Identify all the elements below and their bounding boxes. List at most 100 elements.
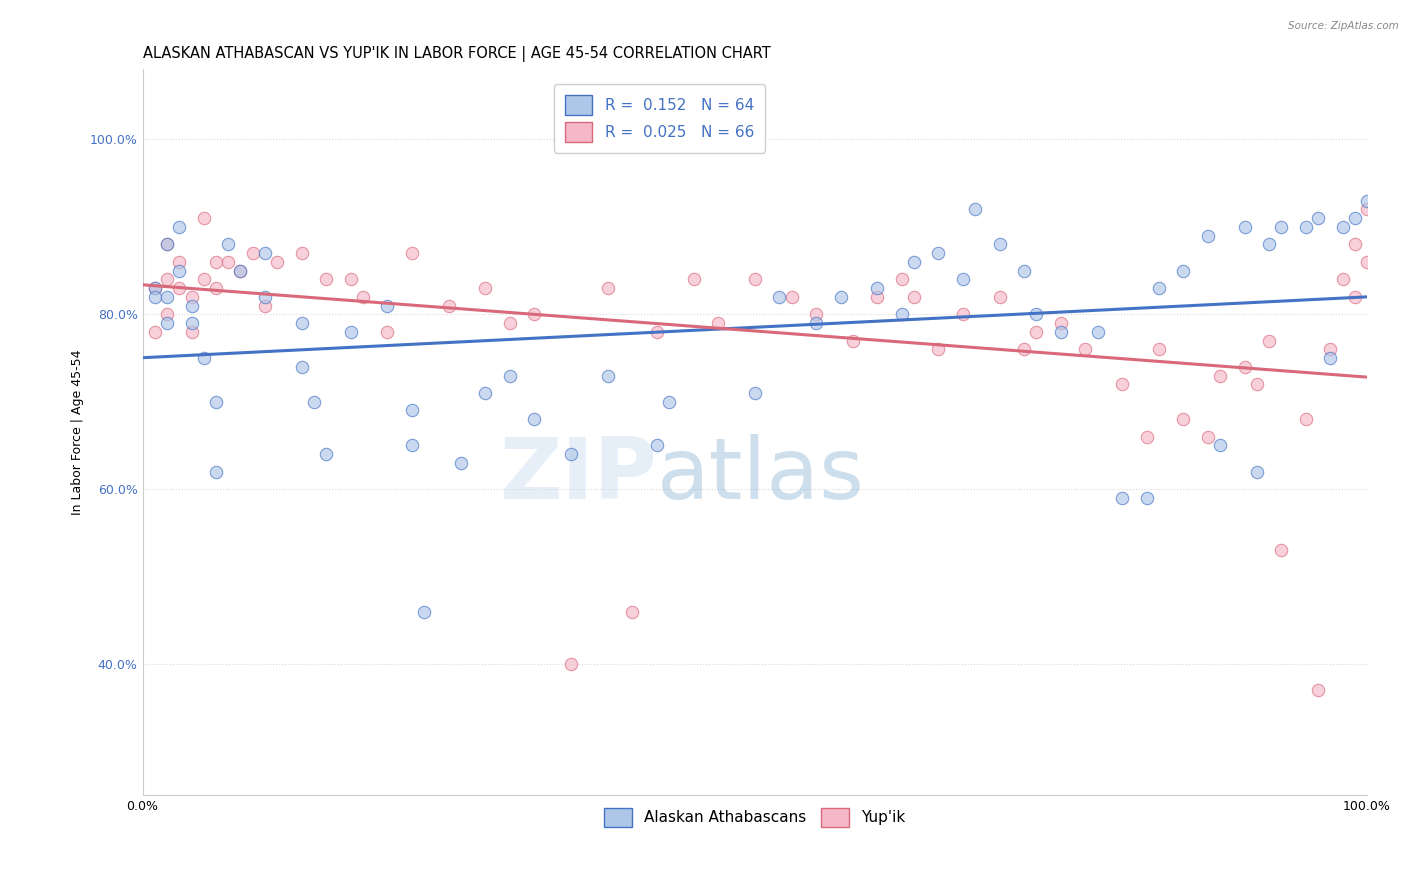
Point (707, 316, 730, 330)
Point (744, 386, 766, 401)
Point (927, 343, 949, 357)
Point (1319, 343, 1341, 357)
Point (1355, 202, 1378, 217)
Point (1355, 254, 1378, 268)
Point (401, 438, 423, 452)
Point (205, 394, 228, 409)
Point (253, 299, 276, 313)
Point (180, 290, 202, 304)
Point (156, 237, 179, 252)
Point (1074, 343, 1097, 357)
Point (780, 290, 803, 304)
Point (965, 202, 987, 217)
Point (253, 246, 276, 260)
Point (1209, 438, 1232, 452)
Point (315, 447, 337, 461)
Point (621, 605, 644, 619)
Point (169, 254, 191, 268)
Point (180, 299, 202, 313)
Point (1258, 334, 1281, 348)
Point (1331, 219, 1354, 234)
Point (1173, 412, 1195, 426)
Point (1197, 228, 1219, 243)
Point (266, 254, 288, 268)
Point (193, 211, 215, 225)
Point (143, 290, 166, 304)
Point (1295, 219, 1317, 234)
Point (193, 351, 215, 365)
Point (156, 307, 179, 321)
Point (450, 456, 472, 470)
Point (1270, 219, 1292, 234)
Point (560, 447, 582, 461)
Point (768, 290, 790, 304)
Point (804, 307, 827, 321)
Point (890, 272, 912, 286)
Point (242, 246, 264, 260)
Point (205, 254, 228, 268)
Point (499, 316, 522, 330)
Point (180, 316, 202, 330)
Point (1331, 272, 1354, 286)
Point (291, 246, 314, 260)
Point (596, 281, 619, 295)
Y-axis label: In Labor Force | Age 45-54: In Labor Force | Age 45-54 (72, 350, 84, 515)
Point (560, 657, 582, 672)
Point (1344, 211, 1367, 225)
Point (352, 290, 374, 304)
Point (1306, 683, 1329, 698)
Point (143, 281, 166, 295)
Point (302, 394, 325, 409)
Point (1246, 377, 1268, 392)
Point (1246, 465, 1268, 479)
Point (903, 254, 925, 268)
Point (315, 272, 337, 286)
Point (499, 368, 522, 383)
Point (523, 412, 546, 426)
Point (401, 403, 423, 417)
Point (1233, 219, 1256, 234)
Point (866, 281, 889, 295)
Point (804, 316, 827, 330)
Point (339, 272, 361, 286)
Point (1270, 543, 1292, 558)
Point (1355, 194, 1378, 208)
Point (474, 386, 496, 401)
Point (903, 290, 925, 304)
Point (952, 272, 974, 286)
Point (1012, 263, 1035, 277)
Point (1344, 290, 1367, 304)
Point (1306, 211, 1329, 225)
Point (156, 316, 179, 330)
Point (952, 307, 974, 321)
Point (596, 368, 619, 383)
Point (1258, 237, 1281, 252)
Point (217, 237, 239, 252)
Point (339, 325, 361, 339)
Text: ZIP: ZIP (499, 434, 657, 517)
Point (205, 281, 228, 295)
Point (1136, 430, 1159, 444)
Point (413, 605, 436, 619)
Point (291, 316, 314, 330)
Point (830, 290, 852, 304)
Point (156, 290, 179, 304)
Point (658, 394, 681, 409)
Point (143, 325, 166, 339)
Point (866, 290, 889, 304)
Point (682, 272, 704, 286)
Point (645, 438, 668, 452)
Point (205, 465, 228, 479)
Point (377, 325, 399, 339)
Point (1295, 412, 1317, 426)
Point (169, 281, 191, 295)
Point (474, 281, 496, 295)
Point (1233, 359, 1256, 374)
Point (744, 272, 766, 286)
Point (217, 254, 239, 268)
Point (193, 272, 215, 286)
Point (291, 359, 314, 374)
Point (1344, 237, 1367, 252)
Point (180, 325, 202, 339)
Point (1319, 351, 1341, 365)
